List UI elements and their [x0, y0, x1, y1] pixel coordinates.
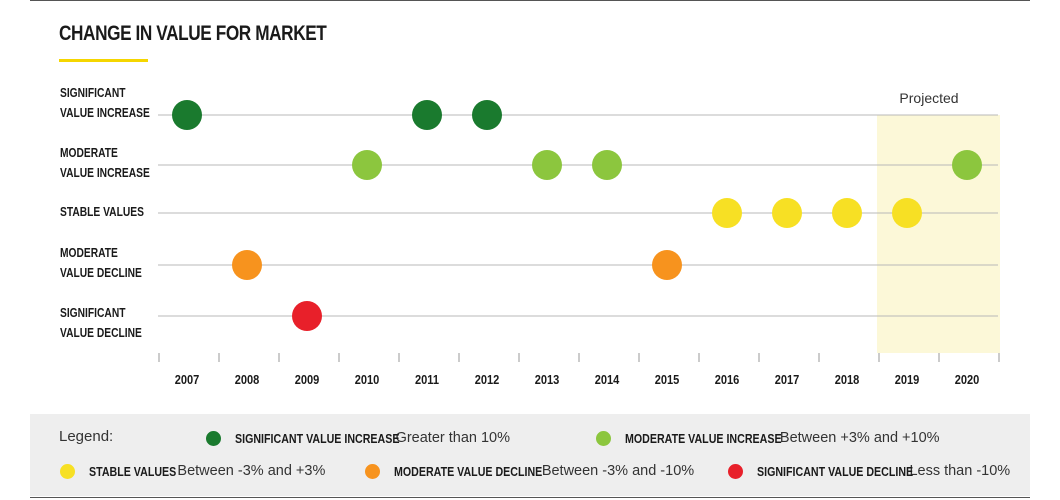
- legend-item-desc: Less than -10%: [909, 463, 1011, 479]
- year-label-2011: 2011: [415, 372, 439, 387]
- title-underline: [59, 59, 148, 62]
- data-point-2020: [952, 150, 982, 180]
- year-label-2008: 2008: [235, 372, 260, 387]
- data-point-2015: [652, 250, 682, 280]
- year-label-2012: 2012: [475, 372, 500, 387]
- data-point-2008: [232, 250, 262, 280]
- year-label-2019: 2019: [895, 372, 920, 387]
- legend-dot: [596, 430, 611, 446]
- legend-dot: [206, 430, 221, 446]
- data-point-2018: [832, 198, 862, 228]
- legend-dot: [365, 463, 380, 479]
- year-label-2013: 2013: [535, 372, 560, 387]
- data-point-2013: [532, 150, 562, 180]
- category-label-moderate-decline: MODERATE VALUE DECLINE: [60, 243, 160, 283]
- legend-title: Legend:: [59, 428, 114, 445]
- year-label-2009: 2009: [295, 372, 320, 387]
- legend-item-moderate-increase: MODERATE VALUE INCREASE Between +3% and …: [596, 430, 940, 446]
- chart-title: CHANGE IN VALUE FOR MARKET: [59, 22, 327, 45]
- category-label-significant-decline: SIGNIFICANT VALUE DECLINE: [60, 303, 160, 343]
- data-point-2019: [892, 198, 922, 228]
- legend-dot: [60, 463, 75, 479]
- projected-band: [877, 115, 1000, 353]
- year-label-2016: 2016: [715, 372, 740, 387]
- legend-item-name: MODERATE VALUE DECLINE: [394, 463, 543, 479]
- category-label-line1: SIGNIFICANT: [60, 306, 126, 320]
- category-label-line2: VALUE INCREASE: [60, 106, 150, 120]
- category-label-line1: MODERATE: [60, 246, 118, 260]
- data-point-2007: [172, 100, 202, 130]
- year-label-2015: 2015: [655, 372, 680, 387]
- legend-item-significant-increase: SIGNIFICANT VALUE INCREASE Greater than …: [206, 430, 510, 446]
- year-label-2017: 2017: [775, 372, 800, 387]
- category-label-line1: SIGNIFICANT: [60, 86, 126, 100]
- year-label-2020: 2020: [955, 372, 980, 387]
- legend-item-name: SIGNIFICANT VALUE INCREASE: [235, 430, 400, 446]
- category-label-significant-increase: SIGNIFICANT VALUE INCREASE: [60, 83, 170, 123]
- legend-dot: [728, 463, 743, 479]
- year-label-2018: 2018: [835, 372, 860, 387]
- data-point-2012: [472, 100, 502, 130]
- bottom-rule: [30, 497, 1030, 498]
- legend-item-significant-decline: SIGNIFICANT VALUE DECLINE Less than -10%: [728, 463, 1010, 479]
- data-point-2016: [712, 198, 742, 228]
- legend-item-stable: STABLE VALUES Between -3% and +3%: [60, 463, 325, 479]
- year-label-2014: 2014: [595, 372, 620, 387]
- legend-item-desc: Between -3% and -10%: [541, 463, 695, 479]
- category-label-line1: STABLE VALUES: [60, 205, 144, 219]
- legend-item-moderate-decline: MODERATE VALUE DECLINE Between -3% and -…: [365, 463, 694, 479]
- data-point-2017: [772, 198, 802, 228]
- top-rule: [30, 0, 1030, 1]
- year-label-2007: 2007: [175, 372, 200, 387]
- legend-item-desc: Between +3% and +10%: [779, 430, 940, 446]
- legend-item-desc: Between -3% and +3%: [177, 463, 326, 479]
- legend-item-name: STABLE VALUES: [89, 463, 177, 479]
- data-point-2011: [412, 100, 442, 130]
- category-label-line2: VALUE DECLINE: [60, 266, 142, 280]
- projected-label: Projected: [899, 90, 958, 106]
- data-point-2010: [352, 150, 382, 180]
- data-point-2014: [592, 150, 622, 180]
- category-label-line2: VALUE DECLINE: [60, 326, 142, 340]
- chart-plot: Projected 2007 2008 2009 2010 2011 2012 2013 201…: [158, 90, 1000, 387]
- legend-item-name: SIGNIFICANT VALUE DECLINE: [757, 463, 914, 479]
- legend-item-desc: Greater than 10%: [395, 430, 511, 446]
- year-label-2010: 2010: [355, 372, 380, 387]
- category-label-line1: MODERATE: [60, 146, 118, 160]
- legend-item-name: MODERATE VALUE INCREASE: [625, 430, 782, 446]
- legend: Legend: SIGNIFICANT VALUE INCREASE Great…: [30, 414, 1030, 496]
- category-label-stable: STABLE VALUES: [60, 202, 162, 222]
- data-point-2009: [292, 301, 322, 331]
- category-label-line2: VALUE INCREASE: [60, 166, 150, 180]
- category-label-moderate-increase: MODERATE VALUE INCREASE: [60, 143, 170, 183]
